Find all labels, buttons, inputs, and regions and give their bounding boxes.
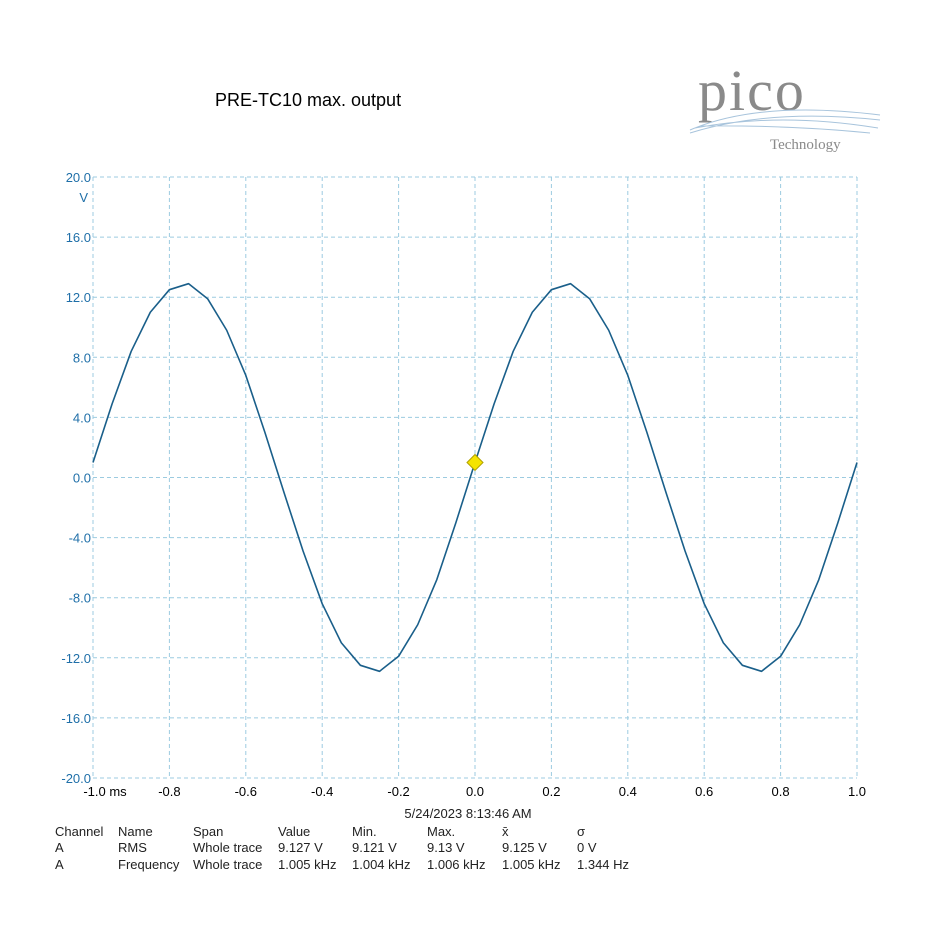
table-header: x̄ — [502, 824, 509, 839]
logo-subtitle: Technology — [770, 137, 841, 153]
y-tick-label: 12.0 — [66, 290, 91, 305]
table-cell: Whole trace — [193, 857, 262, 872]
y-tick-label: 0.0 — [73, 471, 91, 486]
plot: 20.0 16.0 12.0 8.0 4.0 0.0 -4.0 -8.0 -12.0 -16.0 -… — [61, 170, 866, 799]
table-cell: 0 V — [577, 840, 597, 855]
table-header: Span — [193, 824, 223, 839]
table-cell: 9.121 V — [352, 840, 397, 855]
y-tick-label: 8.0 — [73, 350, 91, 365]
x-tick-label: -0.8 — [158, 784, 180, 799]
y-tick-label: -8.0 — [69, 591, 91, 606]
table-cell: A — [55, 857, 64, 872]
table-cell: Frequency — [118, 857, 180, 872]
table-header: Channel — [55, 824, 104, 839]
x-tick-label: 0.4 — [619, 784, 637, 799]
table-cell: A — [55, 840, 64, 855]
table-cell: 1.004 kHz — [352, 857, 411, 872]
chart-title: PRE-TC10 max. output — [215, 90, 401, 110]
table-cell: RMS — [118, 840, 147, 855]
y-tick-label: 20.0 — [66, 170, 91, 185]
table-header: σ — [577, 824, 585, 839]
table-cell: 9.125 V — [502, 840, 547, 855]
logo: pico Technology — [689, 58, 881, 153]
y-tick-label: -12.0 — [61, 651, 91, 666]
trigger-marker — [466, 453, 484, 472]
y-tick-label: -16.0 — [61, 711, 91, 726]
y-tick-label: -4.0 — [69, 531, 91, 546]
table-header: Min. — [352, 824, 377, 839]
table-cell: 1.344 Hz — [577, 857, 629, 872]
x-tick-label: -0.6 — [235, 784, 257, 799]
y-unit: V — [79, 190, 88, 205]
y-tick-label: 16.0 — [66, 230, 91, 245]
x-tick-label: 0.0 — [466, 784, 484, 799]
table-cell: 1.005 kHz — [278, 857, 337, 872]
x-tick-label: 0.2 — [542, 784, 560, 799]
x-tick-label: 0.6 — [695, 784, 713, 799]
table-cell: Whole trace — [193, 840, 262, 855]
table-cell: 1.006 kHz — [427, 857, 486, 872]
table-header: Name — [118, 824, 153, 839]
x-tick-label: 0.8 — [772, 784, 790, 799]
measurements-table: Channel Name Span Value Min. Max. x̄ σ A RMS Whole… — [55, 824, 629, 872]
logo-swoosh — [689, 109, 881, 134]
table-cell: 9.13 V — [427, 840, 465, 855]
x-tick-label: -1.0 ms — [83, 784, 127, 799]
logo-text: pico — [698, 58, 806, 123]
y-tick-label: 4.0 — [73, 410, 91, 425]
x-tick-label: -0.2 — [387, 784, 409, 799]
table-cell: 9.127 V — [278, 840, 323, 855]
x-tick-label: 1.0 — [848, 784, 866, 799]
table-header: Max. — [427, 824, 455, 839]
table-cell: 1.005 kHz — [502, 857, 561, 872]
y-tick-label: -20.0 — [61, 771, 91, 786]
table-header: Value — [278, 824, 310, 839]
timestamp: 5/24/2023 8:13:46 AM — [404, 806, 531, 821]
x-tick-label: -0.4 — [311, 784, 333, 799]
